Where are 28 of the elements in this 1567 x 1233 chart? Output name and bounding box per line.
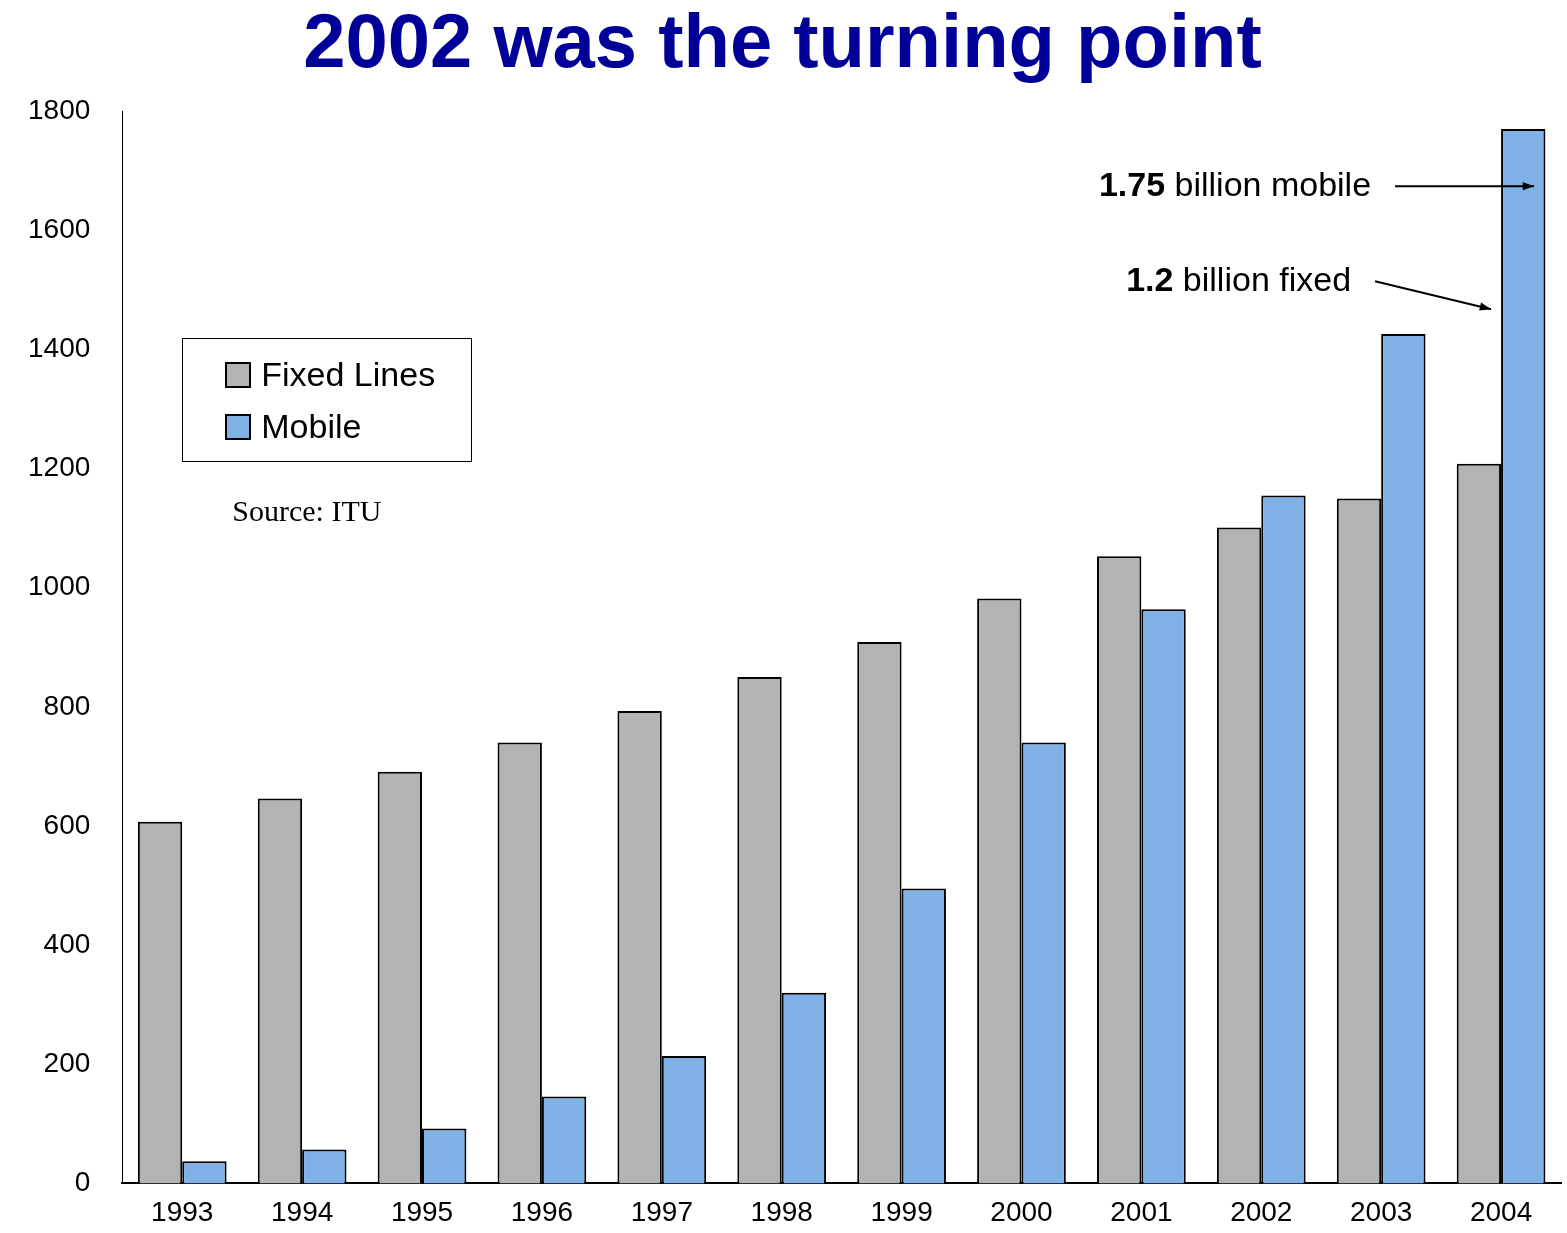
x-tick-label: 2003 (1350, 1195, 1413, 1227)
x-tick-label: 1993 (151, 1195, 214, 1227)
y-tick-label: 1800 (27, 93, 91, 125)
x-tick-label: 2002 (1230, 1195, 1293, 1227)
y-tick-label: 800 (43, 689, 91, 721)
legend-label: Fixed Lines (261, 355, 436, 395)
y-tick-label: 1200 (27, 451, 91, 483)
x-tick-label: 1996 (510, 1195, 574, 1227)
x-tick-label: 2000 (990, 1195, 1053, 1227)
x-tick-label: 1999 (870, 1195, 933, 1227)
x-tick-label: 1997 (630, 1195, 693, 1227)
y-tick-label: 1400 (27, 332, 91, 364)
annotation: 1.2 billion fixed (1126, 259, 1352, 298)
y-tick-label: 200 (43, 1046, 91, 1078)
x-tick-label: 1994 (270, 1195, 334, 1227)
x-tick-label: 1998 (750, 1195, 813, 1227)
y-tick-label: 1000 (27, 570, 91, 602)
annotation: Source: ITU (232, 494, 382, 528)
legend-label: Mobile (261, 407, 362, 447)
y-tick-label: 400 (43, 927, 91, 959)
annotation: 1.75 billion mobile (1098, 164, 1372, 203)
chart-title: 2002 was the turning point (303, 0, 1262, 83)
x-tick-label: 1995 (390, 1195, 454, 1227)
x-tick-label: 2001 (1110, 1195, 1173, 1227)
y-tick-label: 1600 (27, 213, 91, 245)
y-tick-label: 0 (74, 1166, 91, 1198)
x-tick-label: 2004 (1469, 1195, 1533, 1227)
y-tick-label: 600 (43, 808, 91, 840)
